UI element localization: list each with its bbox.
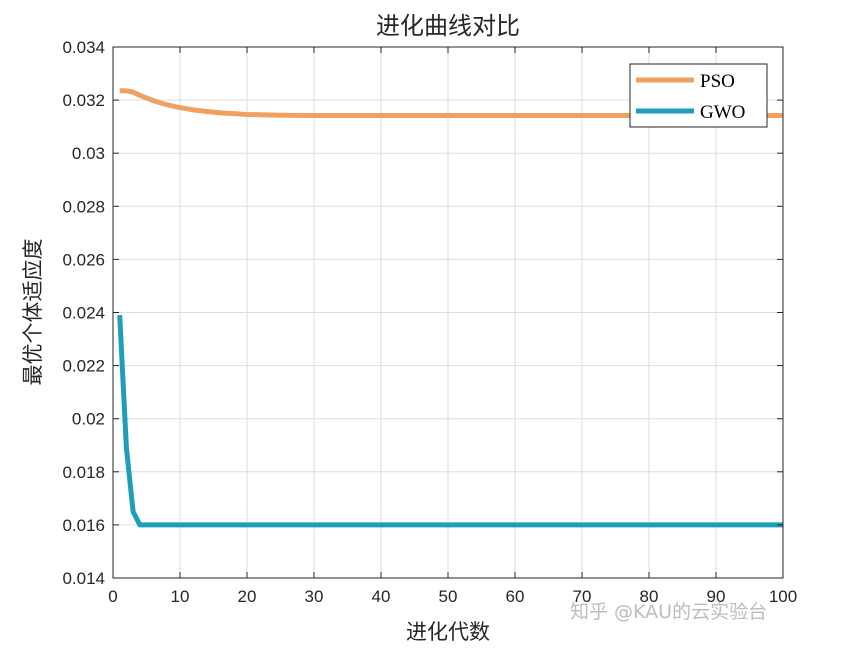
x-tick-label: 60 bbox=[506, 587, 525, 606]
series-line-pso bbox=[119, 88, 783, 118]
y-tick-label: 0.014 bbox=[62, 569, 105, 588]
y-tick-label: 0.034 bbox=[62, 38, 105, 57]
x-tick-label: 0 bbox=[108, 587, 117, 606]
x-tick-label: 40 bbox=[372, 587, 391, 606]
y-tick-label: 0.024 bbox=[62, 304, 105, 323]
legend-box bbox=[629, 63, 768, 128]
legend: PSO GWO bbox=[629, 63, 768, 128]
chart-title: 进化曲线对比 bbox=[376, 12, 520, 40]
axis-ticks bbox=[112, 46, 784, 579]
y-tick-label: 0.022 bbox=[62, 357, 105, 376]
x-tick-label: 10 bbox=[171, 587, 190, 606]
x-tick-label: 30 bbox=[305, 587, 324, 606]
series-lines bbox=[117, 88, 783, 528]
x-axis-title: 进化代数 bbox=[406, 620, 490, 644]
y-tick-label: 0.03 bbox=[72, 144, 105, 163]
legend-label-gwo: GWO bbox=[700, 102, 745, 123]
x-tick-label: 90 bbox=[707, 587, 726, 606]
x-tick-label: 80 bbox=[640, 587, 659, 606]
y-tick-label: 0.016 bbox=[62, 516, 105, 535]
x-tick-label: 70 bbox=[573, 587, 592, 606]
x-tick-label: 100 bbox=[769, 587, 797, 606]
y-tick-label: 0.02 bbox=[72, 410, 105, 429]
x-tick-label: 50 bbox=[439, 587, 458, 606]
legend-label-pso: PSO bbox=[700, 71, 735, 92]
x-tick-label: 20 bbox=[238, 587, 257, 606]
y-axis-title: 最优个体适应度 bbox=[21, 239, 45, 386]
series-line-gwo bbox=[117, 315, 783, 528]
y-tick-label: 0.032 bbox=[62, 91, 105, 110]
y-tick-label: 0.018 bbox=[62, 463, 105, 482]
y-tick-label: 0.028 bbox=[62, 197, 105, 216]
tick-labels: 0 10 20 30 40 50 60 70 80 90 100 0.014 0.016 0.018 0.0… bbox=[62, 38, 797, 606]
watermark: 知乎 @KAU的云实验台 bbox=[570, 601, 767, 623]
y-tick-label: 0.026 bbox=[62, 250, 105, 269]
